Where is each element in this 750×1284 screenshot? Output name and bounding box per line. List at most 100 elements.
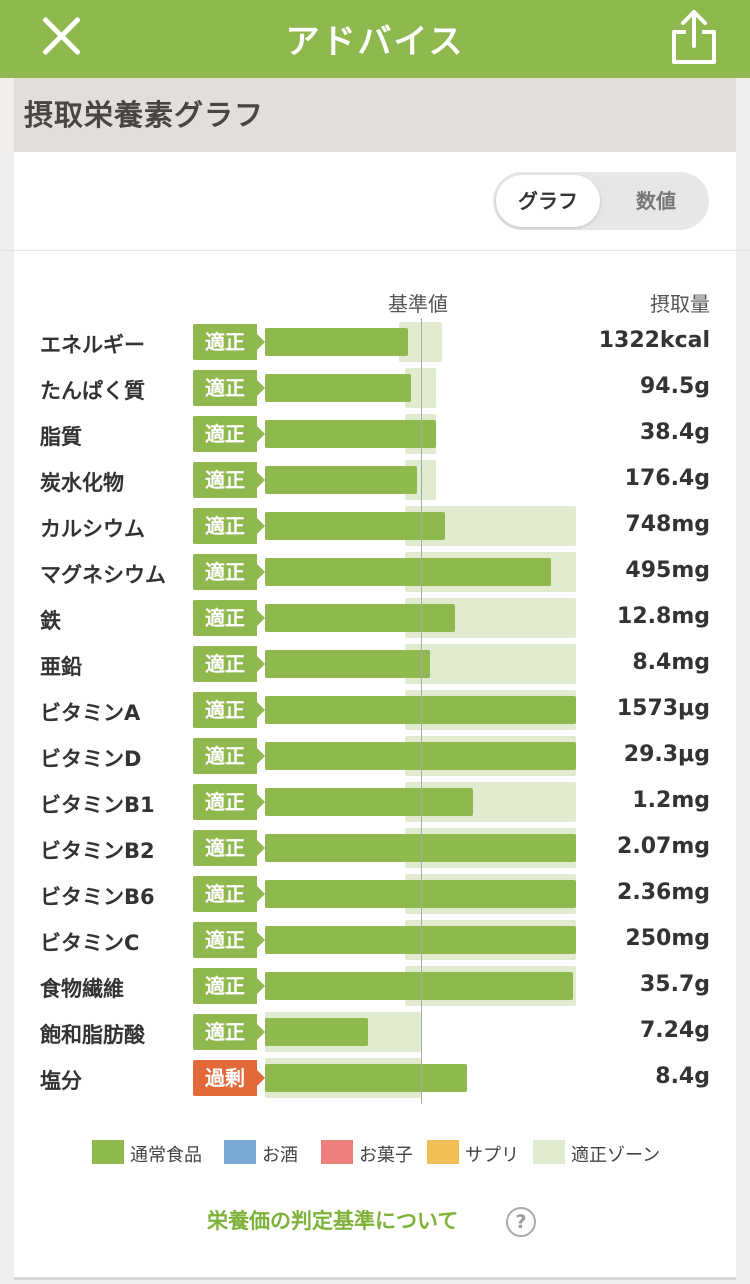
nutrient-row: 食物繊維 適正 35.7g	[0, 966, 750, 1006]
legend-label: サプリ	[465, 1145, 519, 1166]
status-badge: 適正	[193, 646, 265, 682]
status-badge: 適正	[193, 600, 265, 636]
question-circle-icon[interactable]: ?	[506, 1207, 536, 1237]
nutrient-name: 飽和脂肪酸	[40, 1023, 145, 1047]
intake-value: 7.24g	[639, 1018, 710, 1043]
nutrient-row: ビタミンB2 適正 2.07mg	[0, 828, 750, 868]
nutrient-row: ビタミンC 適正 250mg	[0, 920, 750, 960]
intake-value: 250mg	[625, 926, 710, 951]
nutrient-name: 鉄	[40, 609, 61, 633]
status-badge: 適正	[193, 416, 265, 452]
status-badge: 適正	[193, 922, 265, 958]
status-badge: 適正	[193, 462, 265, 498]
nutrient-row: ビタミンA 適正 1573μg	[0, 690, 750, 730]
column-header-standard: 基準値	[388, 292, 448, 316]
nutrient-row: たんぱく質 適正 94.5g	[0, 368, 750, 408]
intake-value: 35.7g	[639, 972, 710, 997]
status-badge: 適正	[193, 554, 265, 590]
legend-label: 適正ゾーン	[571, 1145, 661, 1166]
page-title: アドバイス	[285, 22, 465, 62]
nutrient-name: 塩分	[40, 1069, 82, 1093]
status-badge: 過剰	[193, 1060, 265, 1096]
intake-value: 2.07mg	[617, 834, 710, 859]
nutrient-name: 食物繊維	[40, 977, 124, 1001]
intake-bar	[265, 650, 430, 678]
nutrient-row: マグネシウム 適正 495mg	[0, 552, 750, 592]
optimal-zone	[404, 644, 576, 684]
nutrient-name: たんぱく質	[40, 379, 145, 403]
intake-value: 2.36mg	[617, 880, 710, 905]
legend-label: 通常食品	[130, 1145, 202, 1166]
intake-bar	[265, 742, 576, 770]
nutrient-name: カルシウム	[40, 517, 145, 541]
nutrient-row: ビタミンB1 適正 1.2mg	[0, 782, 750, 822]
standard-line	[421, 318, 422, 1104]
nutrient-name: マグネシウム	[40, 563, 166, 587]
intake-value: 94.5g	[639, 374, 710, 399]
nutrient-row: ビタミンB6 適正 2.36mg	[0, 874, 750, 914]
intake-value: 38.4g	[639, 420, 710, 445]
legend-swatch	[224, 1140, 256, 1164]
intake-bar	[265, 788, 474, 816]
intake-value: 1322kcal	[598, 328, 710, 353]
section-header: 摂取栄養素グラフ	[14, 78, 736, 152]
intake-bar	[265, 466, 418, 494]
divider	[0, 250, 750, 251]
intake-value: 176.4g	[624, 466, 710, 491]
intake-value: 8.4g	[655, 1064, 710, 1089]
nutrient-name: ビタミンC	[40, 931, 140, 955]
section-title: 摂取栄養素グラフ	[24, 98, 265, 132]
status-badge: 適正	[193, 784, 265, 820]
status-badge: 適正	[193, 370, 265, 406]
intake-value: 8.4mg	[632, 650, 710, 675]
nutrient-name: ビタミンA	[40, 701, 141, 725]
status-badge: 適正	[193, 508, 265, 544]
legend-swatch	[321, 1140, 353, 1164]
nutrient-name: ビタミンB2	[40, 839, 155, 863]
nutrient-row: 脂質 適正 38.4g	[0, 414, 750, 454]
status-badge: 適正	[193, 968, 265, 1004]
intake-bar	[265, 328, 409, 356]
intake-bar	[265, 604, 455, 632]
legend-label: お菓子	[359, 1145, 413, 1166]
intake-bar	[265, 696, 576, 724]
criteria-link[interactable]: 栄養価の判定基準について	[207, 1209, 459, 1233]
app-header: アドバイス	[0, 0, 750, 78]
legend-label: お酒	[262, 1145, 298, 1166]
intake-value: 29.3μg	[623, 742, 710, 767]
legend-swatch	[92, 1140, 124, 1164]
intake-bar	[265, 1018, 368, 1046]
nutrient-row: 鉄 適正 12.8mg	[0, 598, 750, 638]
nutrient-row: 塩分 過剰 8.4g	[0, 1058, 750, 1098]
intake-value: 12.8mg	[617, 604, 710, 629]
nutrient-name: 炭水化物	[40, 471, 124, 495]
intake-bar	[265, 420, 437, 448]
nutrient-name: ビタミンD	[40, 747, 142, 771]
status-badge: 適正	[193, 738, 265, 774]
nutrient-name: エネルギー	[40, 333, 145, 357]
nutrient-row: ビタミンD 適正 29.3μg	[0, 736, 750, 776]
nutrient-row: 炭水化物 適正 176.4g	[0, 460, 750, 500]
intake-bar	[265, 558, 552, 586]
nutrient-name: ビタミンB6	[40, 885, 155, 909]
nutrient-name: 亜鉛	[40, 655, 82, 679]
status-badge: 適正	[193, 692, 265, 728]
share-icon[interactable]	[666, 6, 722, 66]
nutrient-row: エネルギー 適正 1322kcal	[0, 322, 750, 362]
status-badge: 適正	[193, 830, 265, 866]
intake-bar	[265, 926, 576, 954]
nutrient-row: カルシウム 適正 748mg	[0, 506, 750, 546]
intake-value: 748mg	[625, 512, 710, 537]
status-badge: 適正	[193, 876, 265, 912]
nutrient-row: 亜鉛 適正 8.4mg	[0, 644, 750, 684]
toggle-graph-button[interactable]: グラフ	[496, 175, 600, 227]
intake-value: 495mg	[625, 558, 710, 583]
column-header-intake: 摂取量	[650, 292, 710, 316]
status-badge: 適正	[193, 324, 265, 360]
intake-bar	[265, 834, 576, 862]
intake-value: 1573μg	[616, 696, 710, 721]
intake-bar	[265, 1064, 468, 1092]
intake-bar	[265, 512, 446, 540]
nutrient-name: ビタミンB1	[40, 793, 155, 817]
toggle-value-button[interactable]: 数値	[636, 189, 676, 213]
